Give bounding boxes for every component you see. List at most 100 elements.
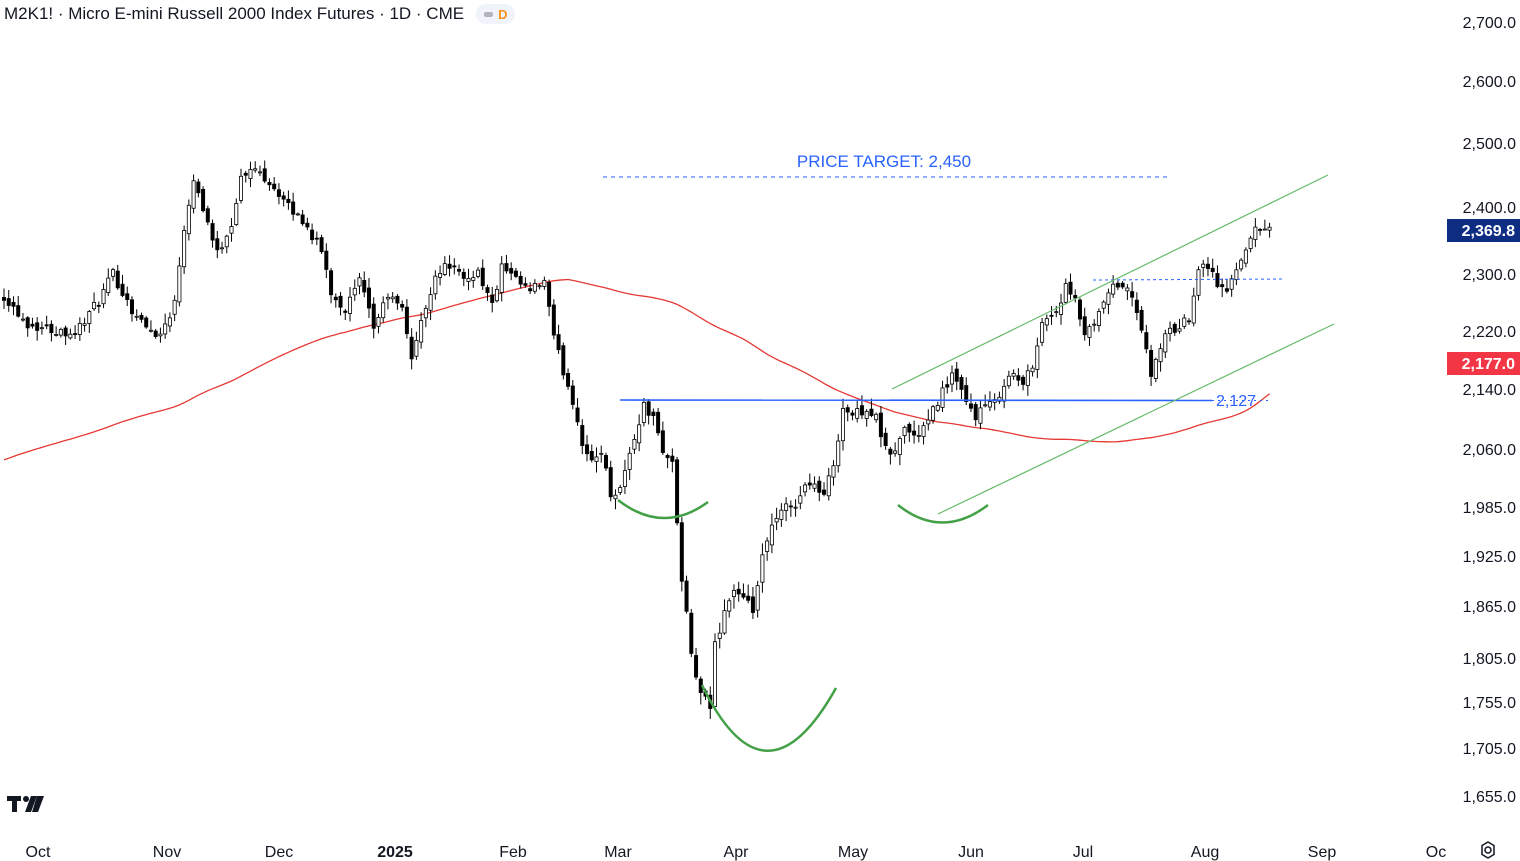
candle [167,312,172,333]
candle-body [438,273,443,278]
market-status-badge[interactable]: D [476,4,516,24]
candle [594,447,599,473]
candle [978,400,983,430]
candle [1191,287,1196,327]
candle-body [329,270,334,296]
candle-body [210,223,215,241]
candle-body [523,283,528,286]
candle [281,191,286,207]
candle-body [1253,226,1258,240]
time-axis-label: Oc [1426,844,1446,861]
candle [1229,274,1234,297]
candle [87,310,92,333]
candle-body [134,315,139,318]
candle-body [779,509,784,520]
candle-body [16,305,21,317]
candle [428,287,433,321]
candle [627,447,632,480]
candle-body [542,280,547,287]
candle-body [253,168,258,171]
candle-body [1177,328,1182,332]
candle [494,285,499,303]
candle [509,262,514,281]
candle-body [186,204,191,235]
candle-body [385,296,390,300]
candle [490,286,495,313]
candle [551,299,556,340]
candle [945,376,950,394]
candle [267,178,272,191]
candle-body [774,517,779,523]
candle-body [1096,311,1101,326]
candle [96,301,101,314]
candle-body [1087,326,1092,338]
candle-body [238,175,243,201]
candle [1205,257,1210,277]
candle [272,177,277,192]
candle [599,445,604,463]
candle [1044,314,1049,332]
candle-body [1115,282,1120,288]
candle [1248,235,1253,253]
tradingview-logo-icon[interactable] [6,793,46,815]
candle [253,161,258,173]
candle-body [1082,316,1087,336]
candle [968,393,973,412]
settings-gear-icon[interactable] [1478,840,1498,860]
candle [793,499,798,517]
candle-body [935,405,940,411]
candle-body [196,181,201,194]
candle [438,265,443,286]
candle-body [111,269,116,277]
candle [385,293,390,310]
candle-body [1101,301,1106,309]
candle-body [840,408,845,442]
candle-body [73,333,78,335]
candle [1134,292,1139,321]
candle-body [1224,288,1229,292]
candle [295,212,300,216]
candle-body [205,208,210,223]
candle [760,543,765,593]
candle-body [1120,282,1125,288]
candle-body [87,311,92,324]
candle-body [395,295,400,304]
chart-header[interactable]: M2K1! · Micro E-mini Russell 2000 Index … [4,2,516,26]
candle-body [120,283,125,296]
candle [698,676,703,705]
candle [1130,282,1135,307]
ma-price-tag: 2,177.0 [1447,352,1520,375]
candle-body [414,340,419,357]
candle-body [807,482,812,486]
candle-body [68,333,73,339]
head-arc [700,684,838,752]
time-axis[interactable]: Oct Nov Dec 2025 Feb Mar Apr May Jun Jul Aug Sep Oc [26,844,1447,861]
candle-body [447,263,452,269]
candle-body [224,235,229,248]
candle [916,424,921,443]
candle [959,374,964,400]
candle [390,292,395,303]
candle-body [883,432,888,447]
price-axis-label: 2,220.0 [1463,324,1516,341]
candle [257,165,262,177]
candle [1168,321,1173,342]
candle [675,456,680,526]
candle-body [893,450,898,454]
candle [1016,368,1021,387]
candle [220,241,225,254]
candle-body [750,596,755,613]
price-axis[interactable]: 2,700.0 2,600.0 2,500.0 2,400.0 2,300.0 2,220… [1463,15,1516,806]
candle [1101,300,1106,314]
candle [1239,257,1244,272]
candle [1144,324,1149,354]
candle-body [950,372,955,385]
candle [1177,318,1182,334]
candle-body [333,296,338,301]
candle [888,446,893,465]
candle-body [983,404,988,407]
candle [1262,219,1267,231]
candle-body [798,495,803,504]
candle-body [722,610,727,634]
